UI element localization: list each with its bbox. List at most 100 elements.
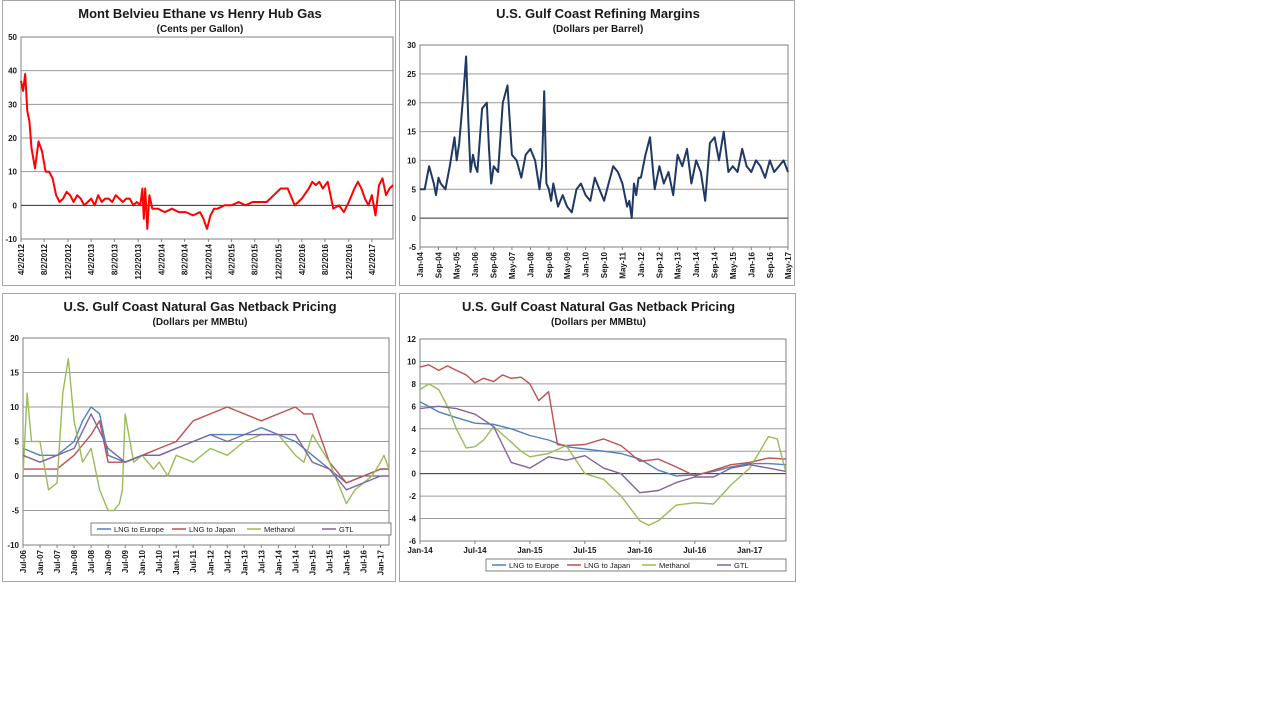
- chart-panel-netback-short: U.S. Gulf Coast Natural Gas Netback Pric…: [399, 293, 796, 582]
- x-tick-label: Jul-14: [463, 546, 487, 555]
- x-tick-label: 12/2/2015: [275, 243, 284, 279]
- legend-box: [90, 522, 392, 536]
- x-tick-label: Jul-10: [155, 549, 164, 573]
- x-tick-label: May-17: [784, 251, 793, 279]
- y-tick-label: 10: [407, 156, 416, 165]
- x-tick-label: Jul-15: [325, 549, 334, 573]
- x-tick-label: Jul-13: [257, 549, 266, 573]
- x-tick-label: Jan-17: [376, 549, 385, 575]
- x-tick-label: Jul-15: [573, 546, 597, 555]
- y-tick-label: 4: [412, 425, 417, 434]
- x-tick-label: Jan-15: [517, 546, 543, 555]
- y-tick-label: 5: [412, 185, 417, 194]
- x-tick-label: Jan-17: [737, 546, 763, 555]
- y-tick-label: -6: [409, 537, 417, 546]
- chart-subtitle: (Dollars per Barrel): [553, 24, 644, 35]
- x-tick-label: Jan-13: [240, 549, 249, 575]
- y-tick-label: 15: [407, 128, 416, 137]
- x-tick-label: May-13: [674, 251, 683, 279]
- series-line-methanol: [419, 383, 787, 527]
- y-tick-label: -10: [7, 541, 19, 550]
- series-line-lng-to-europe: [22, 406, 389, 484]
- y-tick-label: 5: [15, 438, 20, 447]
- y-tick-label: 50: [8, 33, 17, 42]
- y-tick-label: 20: [10, 334, 19, 343]
- y-tick-label: 0: [13, 201, 18, 210]
- x-tick-label: 12/2/2013: [134, 243, 143, 279]
- x-tick-label: Sep-16: [766, 251, 775, 278]
- y-tick-label: 0: [412, 214, 417, 223]
- plot-area: [20, 36, 394, 240]
- y-tick-label: 2: [412, 447, 417, 456]
- x-tick-label: Jan-08: [526, 251, 535, 277]
- x-tick-label: Jul-06: [19, 549, 28, 573]
- chart-panel-ethane: Mont Belvieu Ethane vs Henry Hub Gas (Cen…: [2, 0, 396, 286]
- y-tick-label: -4: [409, 515, 417, 524]
- x-tick-label: 12/2/2016: [345, 243, 354, 279]
- x-tick-label: Jan-09: [104, 549, 113, 575]
- y-tick-label: 30: [8, 100, 17, 109]
- x-tick-label: May-15: [729, 251, 738, 279]
- x-tick-label: Jul-09: [121, 549, 130, 573]
- x-tick-label: 4/2/2016: [298, 243, 307, 275]
- series-line-gtl: [22, 413, 389, 491]
- chart-title: Mont Belvieu Ethane vs Henry Hub Gas: [78, 6, 321, 21]
- x-tick-label: 8/2/2013: [110, 243, 119, 275]
- series-line-0: [420, 55, 789, 220]
- x-tick-label: Sep-04: [434, 251, 443, 278]
- y-tick-label: -5: [12, 507, 20, 516]
- legend-label: LNG to Japan: [189, 525, 235, 534]
- legend-label: GTL: [734, 561, 749, 570]
- x-tick-label: 4/2/2013: [87, 243, 96, 275]
- chart-netback-long: U.S. Gulf Coast Natural Gas Netback Pric…: [7, 299, 392, 575]
- y-tick-label: 20: [407, 99, 416, 108]
- series-line-gtl: [419, 405, 787, 494]
- x-tick-label: 4/2/2015: [228, 243, 237, 275]
- chart-refining: U.S. Gulf Coast Refining Margins (Dollars…: [407, 6, 793, 279]
- x-tick-label: 4/2/2012: [17, 243, 26, 275]
- y-tick-label: 6: [412, 402, 417, 411]
- x-tick-label: May-07: [508, 251, 517, 279]
- y-tick-label: 40: [8, 67, 17, 76]
- x-tick-label: Sep-14: [711, 251, 720, 278]
- chart-panel-refining: U.S. Gulf Coast Refining Margins (Dollars…: [399, 0, 795, 286]
- x-tick-label: Jan-16: [747, 251, 756, 277]
- x-tick-label: Jul-11: [189, 549, 198, 572]
- chart-title: U.S. Gulf Coast Refining Margins: [496, 6, 700, 21]
- x-tick-label: 12/2/2014: [204, 243, 213, 279]
- x-tick-label: May-11: [618, 251, 627, 278]
- chart-title: U.S. Gulf Coast Natural Gas Netback Pric…: [462, 299, 735, 314]
- x-tick-label: Jan-12: [206, 549, 215, 575]
- y-tick-label: 20: [8, 134, 17, 143]
- x-tick-label: May-05: [453, 251, 462, 279]
- plot-area: [419, 44, 789, 248]
- y-tick-label: 0: [412, 470, 417, 479]
- x-tick-label: Jan-10: [582, 251, 591, 277]
- x-tick-label: Jul-08: [87, 549, 96, 573]
- legend-label: LNG to Europe: [509, 561, 559, 570]
- x-tick-label: Jul-07: [53, 549, 62, 573]
- x-tick-label: Jan-14: [274, 549, 283, 575]
- x-tick-label: 8/2/2015: [251, 243, 260, 275]
- y-tick-label: 10: [10, 403, 19, 412]
- x-tick-label: Jan-16: [342, 549, 351, 575]
- y-tick-label: -10: [5, 235, 17, 244]
- legend-label: LNG to Japan: [584, 561, 630, 570]
- x-tick-label: Jan-11: [172, 549, 181, 574]
- x-tick-label: Jan-16: [627, 546, 653, 555]
- legend-label: LNG to Europe: [114, 525, 164, 534]
- x-tick-label: 12/2/2012: [64, 243, 73, 279]
- x-tick-label: Jul-12: [223, 549, 232, 573]
- y-tick-label: 30: [407, 41, 416, 50]
- chart-subtitle: (Cents per Gallon): [157, 24, 244, 35]
- chart-netback-short: U.S. Gulf Coast Natural Gas Netback Pric…: [407, 299, 787, 572]
- y-tick-label: 10: [407, 357, 416, 366]
- x-tick-label: 8/2/2016: [321, 243, 330, 275]
- y-tick-label: 8: [412, 380, 417, 389]
- legend-label: Methanol: [659, 561, 690, 570]
- x-tick-label: Jan-07: [36, 549, 45, 575]
- x-tick-label: 8/2/2012: [40, 243, 49, 275]
- y-tick-label: 15: [10, 369, 19, 378]
- chart-title: U.S. Gulf Coast Natural Gas Netback Pric…: [63, 299, 336, 314]
- x-tick-label: Sep-08: [545, 251, 554, 278]
